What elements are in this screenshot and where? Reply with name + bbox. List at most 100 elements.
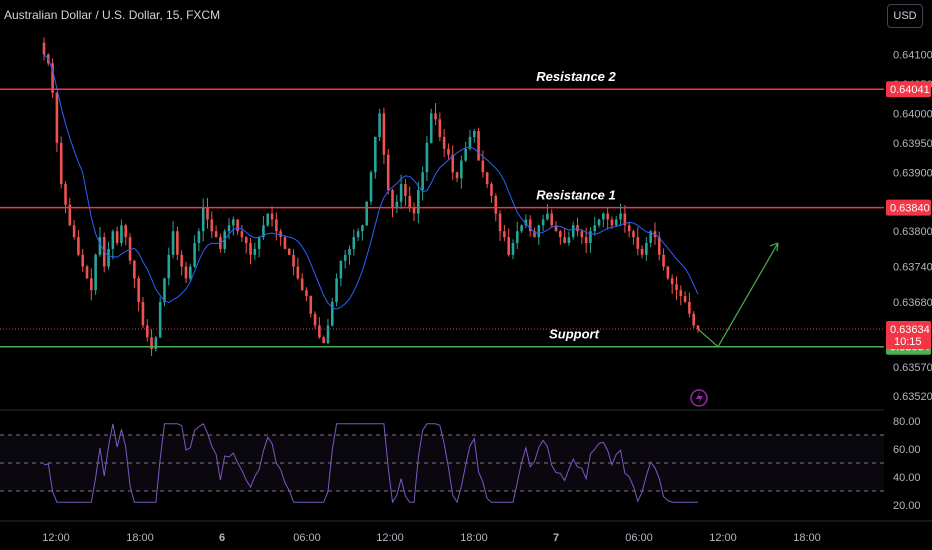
candle-body bbox=[335, 278, 338, 302]
candle-body bbox=[692, 313, 695, 326]
candle-body bbox=[546, 213, 549, 220]
time-tick-label: 12:00 bbox=[709, 532, 737, 544]
candle-body bbox=[232, 219, 235, 226]
level-label: Support bbox=[549, 327, 599, 342]
time-tick-label: 6 bbox=[219, 532, 225, 544]
candle-body bbox=[356, 231, 360, 238]
candle-body bbox=[688, 301, 691, 314]
candle-body bbox=[206, 207, 209, 220]
candle-body bbox=[55, 92, 59, 143]
price-tick-label: 0.63520 bbox=[893, 391, 932, 403]
candle-body bbox=[184, 266, 188, 279]
rsi-line bbox=[43, 423, 698, 504]
candle-body bbox=[128, 237, 132, 261]
candle-body bbox=[275, 219, 278, 232]
candle-body bbox=[72, 225, 76, 238]
candle-body bbox=[614, 219, 618, 226]
price-tick-label: 0.63950 bbox=[893, 138, 932, 150]
candle-body bbox=[374, 136, 377, 173]
candle-body bbox=[378, 113, 381, 137]
candle-body bbox=[300, 278, 304, 291]
candle-body bbox=[494, 195, 498, 214]
candle-body bbox=[623, 213, 627, 226]
candle-body bbox=[240, 231, 244, 238]
candle-body bbox=[429, 113, 433, 143]
candle-body bbox=[81, 254, 85, 267]
candle-body bbox=[468, 136, 472, 149]
candle-body bbox=[343, 254, 347, 261]
candle-body bbox=[425, 142, 429, 173]
candle-body bbox=[348, 248, 351, 255]
candle-body bbox=[322, 337, 325, 344]
candle-body bbox=[313, 313, 317, 326]
candle-body bbox=[236, 219, 239, 232]
candle-body bbox=[442, 136, 446, 149]
level-price-tag bbox=[886, 81, 931, 98]
candle-body bbox=[451, 154, 455, 173]
candle-body bbox=[107, 248, 110, 267]
time-tick-label: 7 bbox=[553, 532, 559, 544]
candle-body bbox=[133, 260, 136, 279]
candle-body bbox=[593, 225, 597, 232]
candle-body bbox=[649, 231, 652, 244]
candle-body bbox=[163, 278, 166, 302]
candle-body bbox=[412, 207, 416, 214]
price-tick-label: 0.63680 bbox=[893, 297, 932, 309]
candle-body bbox=[154, 337, 158, 350]
candle-body bbox=[679, 290, 683, 297]
candle-body bbox=[606, 213, 609, 220]
candle-body bbox=[176, 231, 179, 255]
candle-body bbox=[257, 237, 261, 249]
candle-body bbox=[98, 237, 102, 255]
candle-body bbox=[485, 172, 489, 185]
candle-body bbox=[636, 237, 640, 249]
candle-body bbox=[124, 225, 128, 238]
lightning-icon-bolt bbox=[696, 392, 703, 404]
time-tick-label: 12:00 bbox=[42, 532, 70, 544]
candle-body bbox=[464, 148, 467, 161]
candle-body bbox=[589, 231, 592, 244]
candle-body bbox=[507, 237, 510, 255]
candle-body bbox=[352, 237, 356, 249]
candle-body bbox=[42, 42, 46, 55]
candle-body bbox=[309, 296, 313, 314]
candle-body bbox=[559, 231, 562, 238]
time-tick-label: 18:00 bbox=[793, 532, 821, 544]
candle-body bbox=[610, 219, 614, 226]
candle-body bbox=[524, 219, 528, 226]
candle-body bbox=[158, 301, 162, 338]
candle-body bbox=[477, 131, 480, 161]
level-label: Resistance 1 bbox=[536, 188, 616, 203]
candle-body bbox=[51, 63, 54, 93]
candle-body bbox=[141, 301, 145, 326]
candle-body bbox=[498, 213, 502, 232]
candle-body bbox=[696, 325, 700, 330]
candle-body bbox=[460, 160, 463, 179]
candle-body bbox=[399, 184, 403, 202]
candle-body bbox=[94, 254, 97, 291]
candle-body bbox=[279, 231, 282, 238]
time-tick-label: 18:00 bbox=[460, 532, 488, 544]
candle-body bbox=[318, 325, 321, 338]
candle-body bbox=[472, 131, 476, 137]
price-tick-label: 0.64000 bbox=[893, 108, 932, 120]
countdown-text: 10:15 bbox=[894, 336, 922, 348]
candle-body bbox=[115, 231, 119, 244]
candle-body bbox=[455, 172, 459, 179]
candle-body bbox=[511, 243, 515, 255]
level-price-text: 0.64041 bbox=[890, 84, 930, 96]
candle-body bbox=[283, 237, 287, 249]
candle-body bbox=[201, 207, 205, 232]
candle-body bbox=[365, 201, 368, 226]
candle-body bbox=[541, 219, 545, 226]
candle-body bbox=[391, 189, 394, 208]
candle-body bbox=[481, 160, 485, 173]
currency-button[interactable]: USD bbox=[887, 4, 923, 28]
candle-body bbox=[244, 237, 248, 244]
projection-arrowhead bbox=[769, 242, 779, 252]
candle-body bbox=[584, 237, 588, 244]
candle-body bbox=[640, 248, 644, 255]
candle-body bbox=[270, 213, 274, 220]
projection-path bbox=[697, 242, 779, 348]
